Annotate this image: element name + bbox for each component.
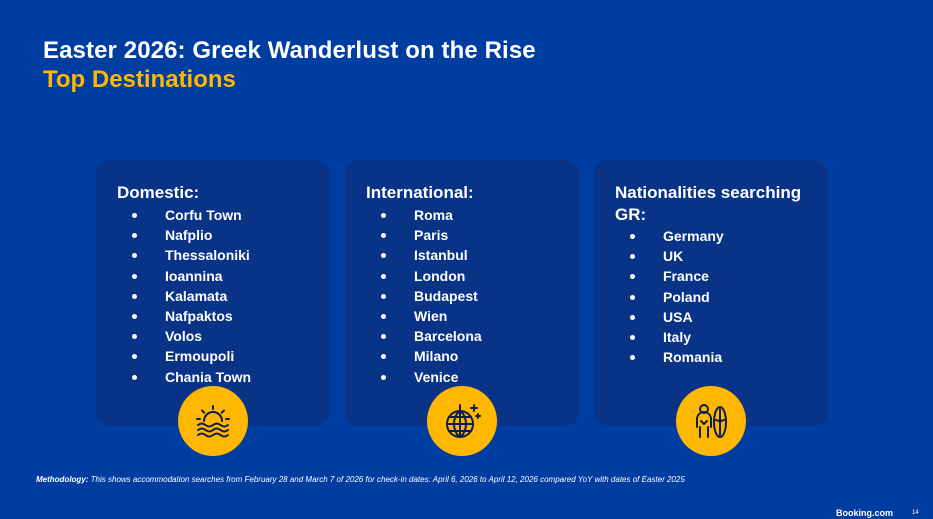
domestic-card: Domestic: Corfu Town Nafplio Thessalonik…	[96, 160, 330, 456]
list-item: USA	[615, 307, 724, 327]
destination-list: Roma Paris Istanbul London Budapest Wien…	[366, 205, 482, 387]
page-subtitle: Top Destinations	[43, 66, 236, 93]
icon-badge	[676, 386, 746, 456]
list-item: Nafplio	[117, 225, 251, 245]
brand-logo: Booking.com	[836, 508, 894, 518]
nationality-list: Germany UK France Poland USA Italy Roman…	[615, 226, 724, 367]
list-item: Volos	[117, 326, 251, 346]
list-item: France	[615, 266, 724, 286]
list-item: Roma	[366, 205, 482, 225]
list-item: Nafpaktos	[117, 306, 251, 326]
international-card: International: Roma Paris Istanbul Londo…	[345, 160, 579, 456]
methodology-text: This shows accommodation searches from F…	[88, 475, 685, 484]
card-heading: Domestic:	[117, 183, 200, 202]
list-item: Wien	[366, 306, 482, 326]
icon-badge	[178, 386, 248, 456]
list-item: Ermoupoli	[117, 346, 251, 366]
list-item: Istanbul	[366, 245, 482, 265]
methodology-note: Methodology: This shows accommodation se…	[36, 475, 766, 485]
destination-list: Corfu Town Nafplio Thessaloniki Ioannina…	[117, 205, 251, 387]
list-item: Venice	[366, 367, 482, 387]
surfer-icon	[696, 404, 727, 438]
list-item: Italy	[615, 327, 724, 347]
list-item: Budapest	[366, 286, 482, 306]
list-item: Barcelona	[366, 326, 482, 346]
nationalities-card: Nationalities searching GR: Germany UK F…	[594, 160, 828, 456]
list-item: Romania	[615, 347, 724, 367]
list-item: Chania Town	[117, 367, 251, 387]
list-item: Kalamata	[117, 286, 251, 306]
list-item: Germany	[615, 226, 724, 246]
sunset-over-sea-icon	[196, 405, 230, 438]
list-item: Ioannina	[117, 266, 251, 286]
disco-ball-icon	[446, 404, 481, 438]
list-item: Paris	[366, 225, 482, 245]
card-heading: Nationalities searching GR:	[615, 183, 802, 224]
list-item: Corfu Town	[117, 205, 251, 225]
list-item: Thessaloniki	[117, 245, 251, 265]
list-item: Milano	[366, 346, 482, 366]
list-item: UK	[615, 246, 724, 266]
methodology-label: Methodology:	[36, 475, 89, 484]
page-title: Easter 2026: Greek Wanderlust on the Ris…	[43, 37, 536, 64]
list-item: Poland	[615, 287, 724, 307]
card-heading: International:	[366, 183, 474, 202]
list-item: London	[366, 266, 482, 286]
icon-badge	[427, 386, 497, 456]
page-number: 14	[912, 510, 919, 516]
title-block: Easter 2026: Greek Wanderlust on the Ris…	[43, 36, 536, 94]
